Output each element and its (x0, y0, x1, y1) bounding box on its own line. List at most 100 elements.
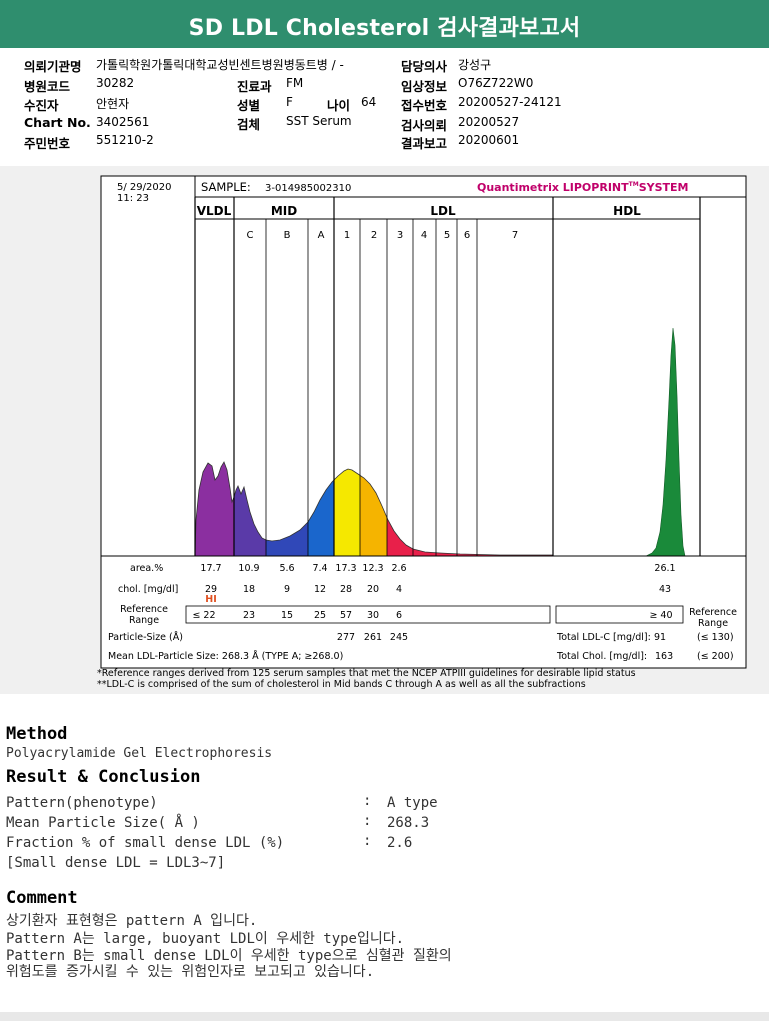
data-table: area.% 17.7 10.9 5.6 7.4 17.3 12.3 2.6 2… (108, 563, 737, 662)
result-colon: : (363, 813, 372, 829)
band-label: 7 (512, 230, 518, 241)
total-chol-value: 163 (655, 651, 673, 662)
method-heading: Method (6, 724, 68, 744)
result-label: Mean Particle Size( Å ) (6, 815, 200, 831)
band-labels: C B A 1 2 3 4 5 6 7 (247, 230, 519, 241)
svg-text:29: 29 (205, 584, 217, 595)
svg-text:28: 28 (340, 584, 352, 595)
result-value: 268.3 (387, 815, 430, 831)
comment-line: Pattern A는 large, buoyant LDL이 우세한 type입… (6, 931, 405, 947)
band-label: B (284, 230, 291, 241)
svg-text:25: 25 (314, 610, 326, 621)
info-label: 담당의사 (401, 59, 448, 74)
svg-text:10.9: 10.9 (238, 563, 259, 574)
page-bottom-band (0, 1012, 769, 1021)
result-label: Pattern(phenotype) (6, 795, 158, 811)
result-colon: : (363, 793, 372, 809)
info-value: 가톨릭학원가톨릭대학교성빈센트병원병동트병 / - (96, 58, 344, 72)
svg-text:9: 9 (284, 584, 290, 595)
ref-box-hdl (555, 605, 684, 624)
svg-text:57: 57 (340, 610, 352, 621)
info-value: 64 (361, 95, 377, 109)
patient-info: 의뢰기관명 가톨릭학원가톨릭대학교성빈센트병원병동트병 / - 병원코드 302… (0, 48, 769, 167)
info-value: SST Serum (286, 114, 352, 128)
svg-text:17.7: 17.7 (200, 563, 221, 574)
comment-line: 상기환자 표현형은 pattern A 입니다. (6, 913, 258, 929)
svg-text:12: 12 (314, 584, 326, 595)
info-value: 안현자 (96, 97, 130, 111)
comment-line: 위험도를 증가시킬 수 있는 위험인자로 보고되고 있습니다. (6, 964, 375, 980)
ref-box (185, 605, 551, 624)
svg-text:261: 261 (364, 632, 382, 643)
svg-text:18: 18 (243, 584, 255, 595)
total-chol-label: Total Chol. [mg/dl]: (556, 651, 647, 662)
brand-name: Quantimetrix LIPOPRINTTMSYSTEM (477, 181, 688, 194)
result-colon: : (363, 833, 372, 849)
svg-text:277: 277 (337, 632, 355, 643)
total-ldl-ref: (≤ 130) (697, 632, 734, 643)
info-value: O76Z722W0 (458, 76, 534, 90)
method-text: Polyacrylamide Gel Electrophoresis (6, 746, 273, 761)
band-label: 5 (444, 230, 450, 241)
svg-text:245: 245 (390, 632, 408, 643)
sample-label: SAMPLE: (201, 180, 251, 194)
info-label: 병원코드 (24, 79, 71, 94)
info-label: 성별 (237, 98, 261, 113)
info-value: 강성구 (458, 58, 492, 72)
comment-line: Pattern B는 small dense LDL이 우세한 type으로 심… (6, 948, 452, 964)
total-ldl-value: 91 (654, 632, 666, 643)
info-value: 20200601 (458, 133, 520, 147)
area-label: area.% (130, 563, 163, 574)
result-value: A type (387, 795, 438, 811)
ref-label-right-2: Range (698, 618, 728, 629)
result-value: 2.6 (387, 835, 413, 851)
ref-label-2: Range (129, 615, 159, 626)
band-label: 1 (344, 230, 350, 241)
group-mid: MID (271, 204, 297, 218)
info-value: 551210-2 (96, 133, 154, 147)
band-label: C (247, 230, 254, 241)
info-label: 결과보고 (401, 136, 448, 151)
svg-text:≥ 40: ≥ 40 (649, 610, 672, 621)
band-label: A (318, 230, 325, 241)
table-frame (100, 555, 747, 669)
group-vldl: VLDL (197, 204, 232, 218)
title-bar: SD LDL Cholesterol 검사결과보고서 (0, 0, 769, 48)
svg-text:26.1: 26.1 (654, 563, 675, 574)
result-label: Fraction % of small dense LDL (%) (6, 835, 285, 851)
band-separators (265, 219, 478, 556)
report-title: SD LDL Cholesterol 검사결과보고서 (188, 16, 581, 41)
curve-outline (194, 461, 553, 557)
group-ldl: LDL (430, 204, 456, 218)
svg-text:15: 15 (281, 610, 293, 621)
info-label: 나이 (327, 98, 351, 113)
info-label: 검사의뢰 (401, 118, 448, 133)
svg-text:17.3: 17.3 (335, 563, 356, 574)
svg-text:4: 4 (396, 584, 402, 595)
footnote: *Reference ranges derived from 125 serum… (97, 668, 636, 679)
info-label: 수진자 (24, 98, 59, 113)
total-ldl-label: Total LDL-C [mg/dl]: (556, 632, 651, 643)
hdl-peak (645, 327, 686, 557)
info-value: FM (286, 76, 304, 90)
svg-text:12.3: 12.3 (362, 563, 383, 574)
lipoprint-chart: 5/ 29/2020 11: 23 SAMPLE: 3-014985002310… (100, 175, 747, 669)
svg-text:23: 23 (243, 610, 255, 621)
group-hdl: HDL (613, 204, 641, 218)
svg-text:20: 20 (367, 584, 379, 595)
svg-text:6: 6 (396, 610, 402, 621)
info-label: 접수번호 (401, 98, 448, 113)
info-label: 임상정보 (401, 79, 448, 94)
band-fill-ldl1 (334, 462, 360, 556)
chol-label: chol. [mg/dl] (118, 584, 178, 595)
footnote: **LDL-C is comprised of the sum of chole… (97, 679, 586, 690)
info-label: 의뢰기관명 (24, 59, 82, 74)
svg-text:7.4: 7.4 (312, 563, 327, 574)
info-label: 주민번호 (24, 136, 71, 151)
band-label: 6 (464, 230, 470, 241)
info-value: 3402561 (96, 115, 150, 129)
band-label: 4 (421, 230, 427, 241)
info-value: 20200527-24121 (458, 95, 562, 109)
band-label: 2 (371, 230, 377, 241)
result-heading: Result & Conclusion (6, 767, 201, 787)
